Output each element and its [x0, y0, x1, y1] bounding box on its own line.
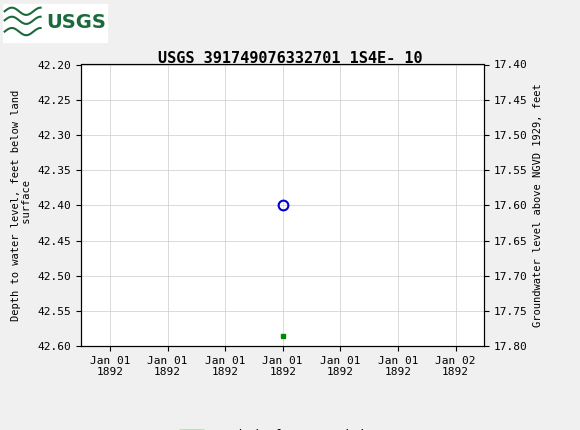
Legend: Period of approved data: Period of approved data	[174, 424, 392, 430]
Text: USGS 391749076332701 1S4E- 10: USGS 391749076332701 1S4E- 10	[158, 51, 422, 65]
Bar	[3, 3, 107, 42]
Text: USGS: USGS	[46, 13, 106, 32]
Y-axis label: Groundwater level above NGVD 1929, feet: Groundwater level above NGVD 1929, feet	[534, 83, 543, 327]
Y-axis label: Depth to water level, feet below land
 surface: Depth to water level, feet below land su…	[10, 90, 32, 321]
